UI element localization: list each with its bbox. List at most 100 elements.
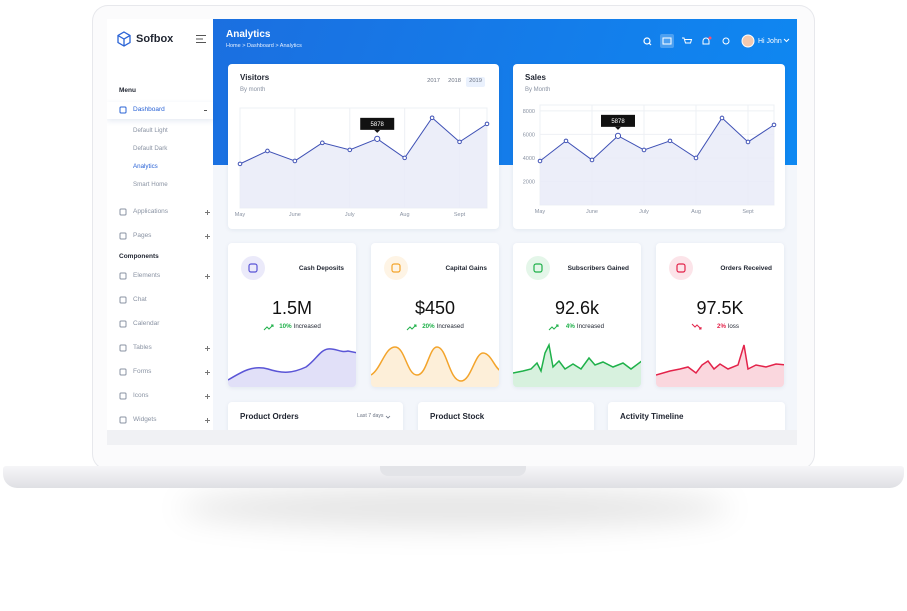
menu-icon-shape: [119, 368, 127, 376]
x-tick-label: July: [345, 212, 355, 218]
x-tick-label: June: [586, 209, 598, 215]
menu-icon: [119, 368, 127, 376]
tooltip-box: [360, 117, 395, 130]
menu-toggle[interactable]: [195, 34, 207, 44]
stat-value: 92.6k: [554, 298, 600, 318]
stat-change-row: 2% loss: [656, 323, 784, 330]
line-series: [239, 117, 488, 165]
menu-icon: [119, 416, 127, 424]
line-area: [540, 117, 774, 205]
menu-item[interactable]: Dashboard: [133, 106, 165, 113]
collapse-indicator[interactable]: [204, 110, 207, 111]
expand-v: [207, 346, 208, 351]
stat-title: Orders Received: [720, 265, 772, 272]
tooltip-arrow: [615, 126, 621, 130]
x-tick-label: Sept: [742, 209, 754, 215]
menu-icon-shape: [119, 296, 127, 304]
sparkline: [513, 342, 641, 374]
menu-item[interactable]: Pages: [133, 232, 152, 239]
stat-change-row: 10% Increased: [228, 323, 356, 330]
sidebar: Sofbox Menu Dashboard Default Light Default…: [107, 19, 213, 430]
submenu-item[interactable]: Default Dark: [133, 145, 168, 152]
stat-icon: [391, 263, 401, 273]
stat-icon-bg: [526, 256, 550, 280]
stat-change: 4%: [565, 323, 575, 330]
data-point: [667, 138, 673, 144]
stat-graphics: [228, 256, 356, 387]
breadcrumb[interactable]: Home > Dashboard > Analytics: [226, 43, 302, 49]
shadow: [180, 488, 730, 528]
stat-trend: Increased: [436, 323, 464, 330]
menu-item[interactable]: Forms: [133, 368, 152, 375]
menu-item[interactable]: Elements: [133, 272, 161, 279]
sparkline: [656, 344, 784, 376]
stat-value: 1.5M: [271, 298, 313, 318]
user-greeting[interactable]: Hi John: [758, 38, 782, 45]
data-point: [771, 122, 777, 128]
menu-item[interactable]: Icons: [133, 392, 149, 399]
stat-icon-bg: [669, 256, 693, 280]
menu-item[interactable]: Chat: [133, 296, 147, 303]
submenu-item[interactable]: Default Light: [133, 127, 168, 134]
menu-item[interactable]: Applications: [133, 208, 169, 215]
chevron: [385, 415, 391, 419]
data-point: [589, 157, 595, 163]
menu-icon: [119, 208, 127, 216]
bell-badge: [708, 36, 712, 40]
active-row: [107, 102, 213, 119]
menu-item[interactable]: Tables: [133, 344, 152, 351]
mail-icon-bg[interactable]: [660, 34, 674, 48]
stat-change: 10%: [279, 323, 292, 330]
panel-filter[interactable]: Last 7 days: [357, 413, 384, 419]
stat-card: Cash Deposits 1.5M 10% Increased: [228, 243, 356, 387]
trend-arrow: [691, 323, 702, 330]
y-tick-label: 2000: [523, 179, 535, 185]
avatar[interactable]: [741, 34, 755, 48]
stat-card: Capital Gains $450 20% Increased: [371, 243, 499, 387]
target-icon[interactable]: [722, 37, 730, 45]
bell-icon[interactable]: [702, 37, 710, 45]
menu-icon: [119, 272, 127, 280]
year-tab[interactable]: 2017: [427, 78, 440, 84]
tooltip-label: 5878: [371, 122, 385, 128]
x-tick-label: July: [639, 209, 649, 215]
stat-icon: [533, 263, 543, 273]
page-title: Analytics: [226, 29, 271, 40]
chart-title: Visitors: [240, 73, 270, 82]
stat-change: 20%: [422, 323, 435, 330]
data-point: [402, 155, 407, 161]
stat-title: Cash Deposits: [298, 265, 344, 272]
stat-card: Subscribers Gained 92.6k 4% Increased: [513, 243, 641, 387]
y-tick-label: 6000: [523, 132, 535, 138]
x-tick-label: May: [235, 212, 246, 218]
stat-icon-bg: [384, 256, 408, 280]
sparkline: [371, 346, 499, 382]
stat-title: Subscribers Gained: [567, 265, 629, 272]
menu-icon: [119, 106, 127, 114]
y-tick-label: 4000: [523, 156, 535, 162]
data-point: [693, 155, 699, 161]
filter-chevron[interactable]: [385, 414, 391, 420]
sparkline: [228, 348, 356, 381]
sparkline-area: [371, 347, 499, 387]
search-icon[interactable]: [643, 37, 651, 45]
stat-trend: loss: [727, 323, 739, 330]
submenu-item[interactable]: Analytics: [133, 163, 158, 170]
menu-item[interactable]: Calendar: [133, 320, 160, 327]
menu-icon-shape: [119, 232, 127, 240]
submenu-item[interactable]: Smart Home: [133, 181, 168, 188]
sparkline-area: [228, 348, 356, 387]
user-chevron[interactable]: [783, 38, 790, 43]
menu-item[interactable]: Widgets: [133, 416, 157, 423]
menu-icon-shape: [119, 320, 127, 328]
panel-card: Activity Timeline: [608, 402, 785, 430]
stat-value: 97.5K: [696, 298, 744, 318]
trend-arrow: [548, 324, 559, 331]
cart-icon[interactable]: [682, 37, 693, 44]
data-point: [347, 147, 353, 153]
year-tab[interactable]: 2018: [448, 78, 461, 84]
year-tab[interactable]: 2019: [466, 77, 485, 87]
tooltip-box: [601, 114, 635, 127]
y-tick-label: 8000: [523, 109, 535, 115]
